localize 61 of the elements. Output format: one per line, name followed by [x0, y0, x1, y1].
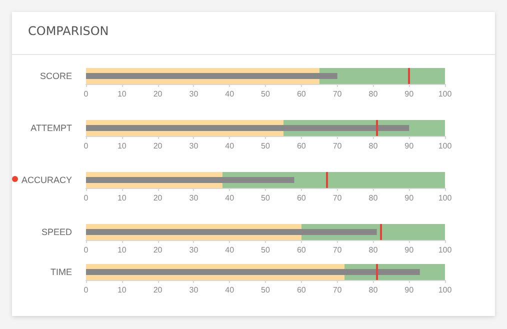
x-tick-label: 60 — [296, 194, 306, 202]
x-tick-label: 80 — [368, 246, 378, 254]
y-tick-label: SCORE — [40, 71, 72, 81]
x-tick-label: 50 — [261, 90, 270, 98]
x-tick-label: 10 — [117, 194, 127, 202]
x-tick-label: 70 — [332, 286, 342, 294]
x-tick-label: 80 — [368, 142, 378, 150]
chart-title: COMPARISON — [28, 24, 109, 38]
x-tick-label: 60 — [296, 286, 306, 294]
x-tick-label: 50 — [261, 194, 270, 202]
x-tick-label: 10 — [117, 286, 127, 294]
x-tick-label: 40 — [225, 286, 235, 294]
x-tick-label: 100 — [438, 142, 452, 150]
x-tick-label: 0 — [84, 194, 89, 202]
x-tick-label: 30 — [189, 194, 199, 202]
x-tick-label: 50 — [261, 142, 270, 150]
x-tick-label: 100 — [438, 194, 452, 202]
x-tick-label: 40 — [225, 142, 235, 150]
x-tick-label: 70 — [332, 90, 342, 98]
x-tick-label: 80 — [368, 90, 378, 98]
x-tick-label: 30 — [189, 246, 199, 254]
x-tick-label: 20 — [153, 90, 163, 98]
x-tick-label: 60 — [296, 246, 306, 254]
x-tick-label: 20 — [153, 142, 163, 150]
x-tick-label: 60 — [296, 90, 306, 98]
x-tick-label: 20 — [153, 194, 163, 202]
x-tick-label: 70 — [332, 246, 342, 254]
x-tick-label: 90 — [404, 246, 414, 254]
x-tick-label: 80 — [368, 194, 378, 202]
x-tick-label: 40 — [225, 90, 235, 98]
x-tick-label: 20 — [153, 286, 163, 294]
x-tick-label: 10 — [117, 246, 127, 254]
x-tick-label: 80 — [368, 286, 378, 294]
x-tick-label: 0 — [84, 90, 89, 98]
y-tick-label: ATTEMPT — [30, 123, 72, 133]
x-tick-label: 70 — [332, 194, 342, 202]
y-tick-label: TIME — [50, 267, 72, 277]
x-tick-label: 30 — [189, 286, 199, 294]
x-tick-label: 0 — [84, 142, 89, 150]
x-tick-label: 50 — [261, 286, 270, 294]
x-tick-label: 90 — [404, 90, 414, 98]
x-tick-label: 100 — [438, 90, 452, 98]
x-tick-label: 20 — [153, 246, 163, 254]
x-tick-label: 90 — [404, 194, 414, 202]
x-tick-label: 10 — [117, 142, 127, 150]
y-tick-label: ACCURACY — [21, 175, 72, 185]
x-tick-label: 100 — [438, 286, 452, 294]
x-tick-label: 50 — [261, 246, 270, 254]
x-tick-label: 0 — [84, 286, 89, 294]
x-tick-label: 60 — [296, 142, 306, 150]
x-tick-label: 0 — [84, 246, 89, 254]
x-tick-label: 100 — [438, 246, 452, 254]
x-tick-label: 70 — [332, 142, 342, 150]
x-tick-label: 40 — [225, 246, 235, 254]
x-tick-label: 10 — [117, 90, 127, 98]
x-tick-label: 30 — [189, 142, 199, 150]
y-tick-label: SPEED — [41, 227, 72, 237]
x-tick-label: 90 — [404, 142, 414, 150]
x-tick-label: 90 — [404, 286, 414, 294]
x-tick-label: 40 — [225, 194, 235, 202]
x-tick-label: 30 — [189, 90, 199, 98]
